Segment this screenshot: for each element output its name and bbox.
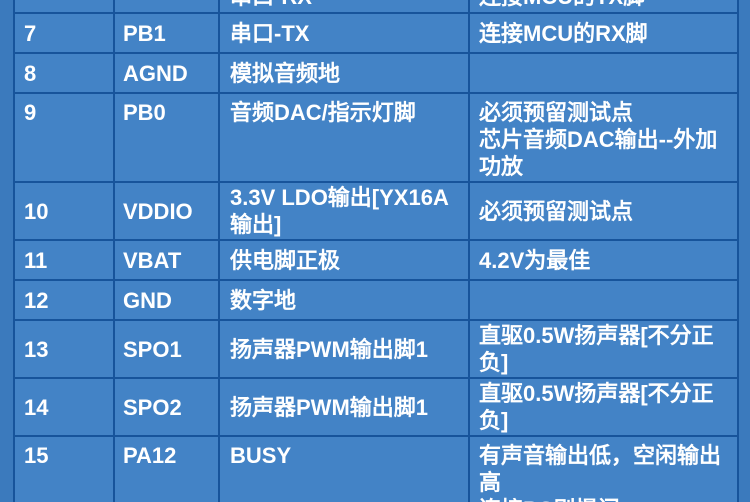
- table-row: 串口-RX 连接MCU的TX脚: [13, 0, 739, 14]
- pin-name-cell: PB1: [113, 12, 220, 54]
- pin-function-cell: 供电脚正极: [218, 239, 470, 281]
- pin-function-cell: BUSY: [218, 435, 470, 502]
- table-row: 13 SPO1 扬声器PWM输出脚1 直驱0.5W扬声器[不分正负]: [13, 319, 739, 379]
- pin-function-cell: 串口-TX: [218, 12, 470, 54]
- table-row: 9 PB0 音频DAC/指示灯脚 必须预留测试点 芯片音频DAC输出--外加功放: [13, 92, 739, 183]
- pin-function-cell: 数字地: [218, 279, 470, 321]
- pin-table-container: 串口-RX 连接MCU的TX脚 7 PB1 串口-TX 连接MCU的RX脚 8 …: [13, 0, 739, 502]
- pin-number-cell: 11: [13, 239, 115, 281]
- table-row: 15 PA12 BUSY 有声音输出低，空闲输出高 连接PC则慢闪: [13, 435, 739, 502]
- pin-note-cell: 直驱0.5W扬声器[不分正负]: [468, 319, 739, 379]
- pin-name-cell: GND: [113, 279, 220, 321]
- pin-name-cell: SPO2: [113, 377, 220, 437]
- table-row: 11 VBAT 供电脚正极 4.2V为最佳: [13, 239, 739, 281]
- table-row: 7 PB1 串口-TX 连接MCU的RX脚: [13, 12, 739, 54]
- pin-note-cell: [468, 279, 739, 321]
- pin-note-cell: 连接MCU的RX脚: [468, 12, 739, 54]
- pin-note-cell: 连接MCU的TX脚: [468, 0, 739, 14]
- pin-number-cell: 15: [13, 435, 115, 502]
- pin-number-cell: 7: [13, 12, 115, 54]
- pin-function-cell: 3.3V LDO输出[YX16A输出]: [218, 181, 470, 241]
- pin-name-cell: SPO1: [113, 319, 220, 379]
- pin-name-cell: AGND: [113, 52, 220, 94]
- table-row: 10 VDDIO 3.3V LDO输出[YX16A输出] 必须预留测试点: [13, 181, 739, 241]
- pin-name-cell: VDDIO: [113, 181, 220, 241]
- pin-table-body: 串口-RX 连接MCU的TX脚 7 PB1 串口-TX 连接MCU的RX脚 8 …: [13, 0, 739, 502]
- table-row: 12 GND 数字地: [13, 279, 739, 321]
- pin-number-cell: [13, 0, 115, 14]
- pin-number-cell: 10: [13, 181, 115, 241]
- pin-number-cell: 13: [13, 319, 115, 379]
- pin-function-cell: 串口-RX: [218, 0, 470, 14]
- pin-name-cell: VBAT: [113, 239, 220, 281]
- pin-number-cell: 12: [13, 279, 115, 321]
- pin-function-cell: 音频DAC/指示灯脚: [218, 92, 470, 183]
- pin-note-cell: [468, 52, 739, 94]
- pin-number-cell: 14: [13, 377, 115, 437]
- pin-note-cell: 4.2V为最佳: [468, 239, 739, 281]
- pin-function-cell: 扬声器PWM输出脚1: [218, 319, 470, 379]
- pin-note-cell: 有声音输出低，空闲输出高 连接PC则慢闪: [468, 435, 739, 502]
- pin-name-cell: PA12: [113, 435, 220, 502]
- table-row: 8 AGND 模拟音频地: [13, 52, 739, 94]
- pin-name-cell: PB0: [113, 92, 220, 183]
- pin-number-cell: 8: [13, 52, 115, 94]
- pin-note-cell: 直驱0.5W扬声器[不分正负]: [468, 377, 739, 437]
- table-row: 14 SPO2 扬声器PWM输出脚1 直驱0.5W扬声器[不分正负]: [13, 377, 739, 437]
- pin-function-cell: 模拟音频地: [218, 52, 470, 94]
- pin-name-cell: [113, 0, 220, 14]
- pin-definition-table: 串口-RX 连接MCU的TX脚 7 PB1 串口-TX 连接MCU的RX脚 8 …: [13, 0, 739, 502]
- pin-function-cell: 扬声器PWM输出脚1: [218, 377, 470, 437]
- pin-note-cell: 必须预留测试点 芯片音频DAC输出--外加功放: [468, 92, 739, 183]
- pin-number-cell: 9: [13, 92, 115, 183]
- pin-note-cell: 必须预留测试点: [468, 181, 739, 241]
